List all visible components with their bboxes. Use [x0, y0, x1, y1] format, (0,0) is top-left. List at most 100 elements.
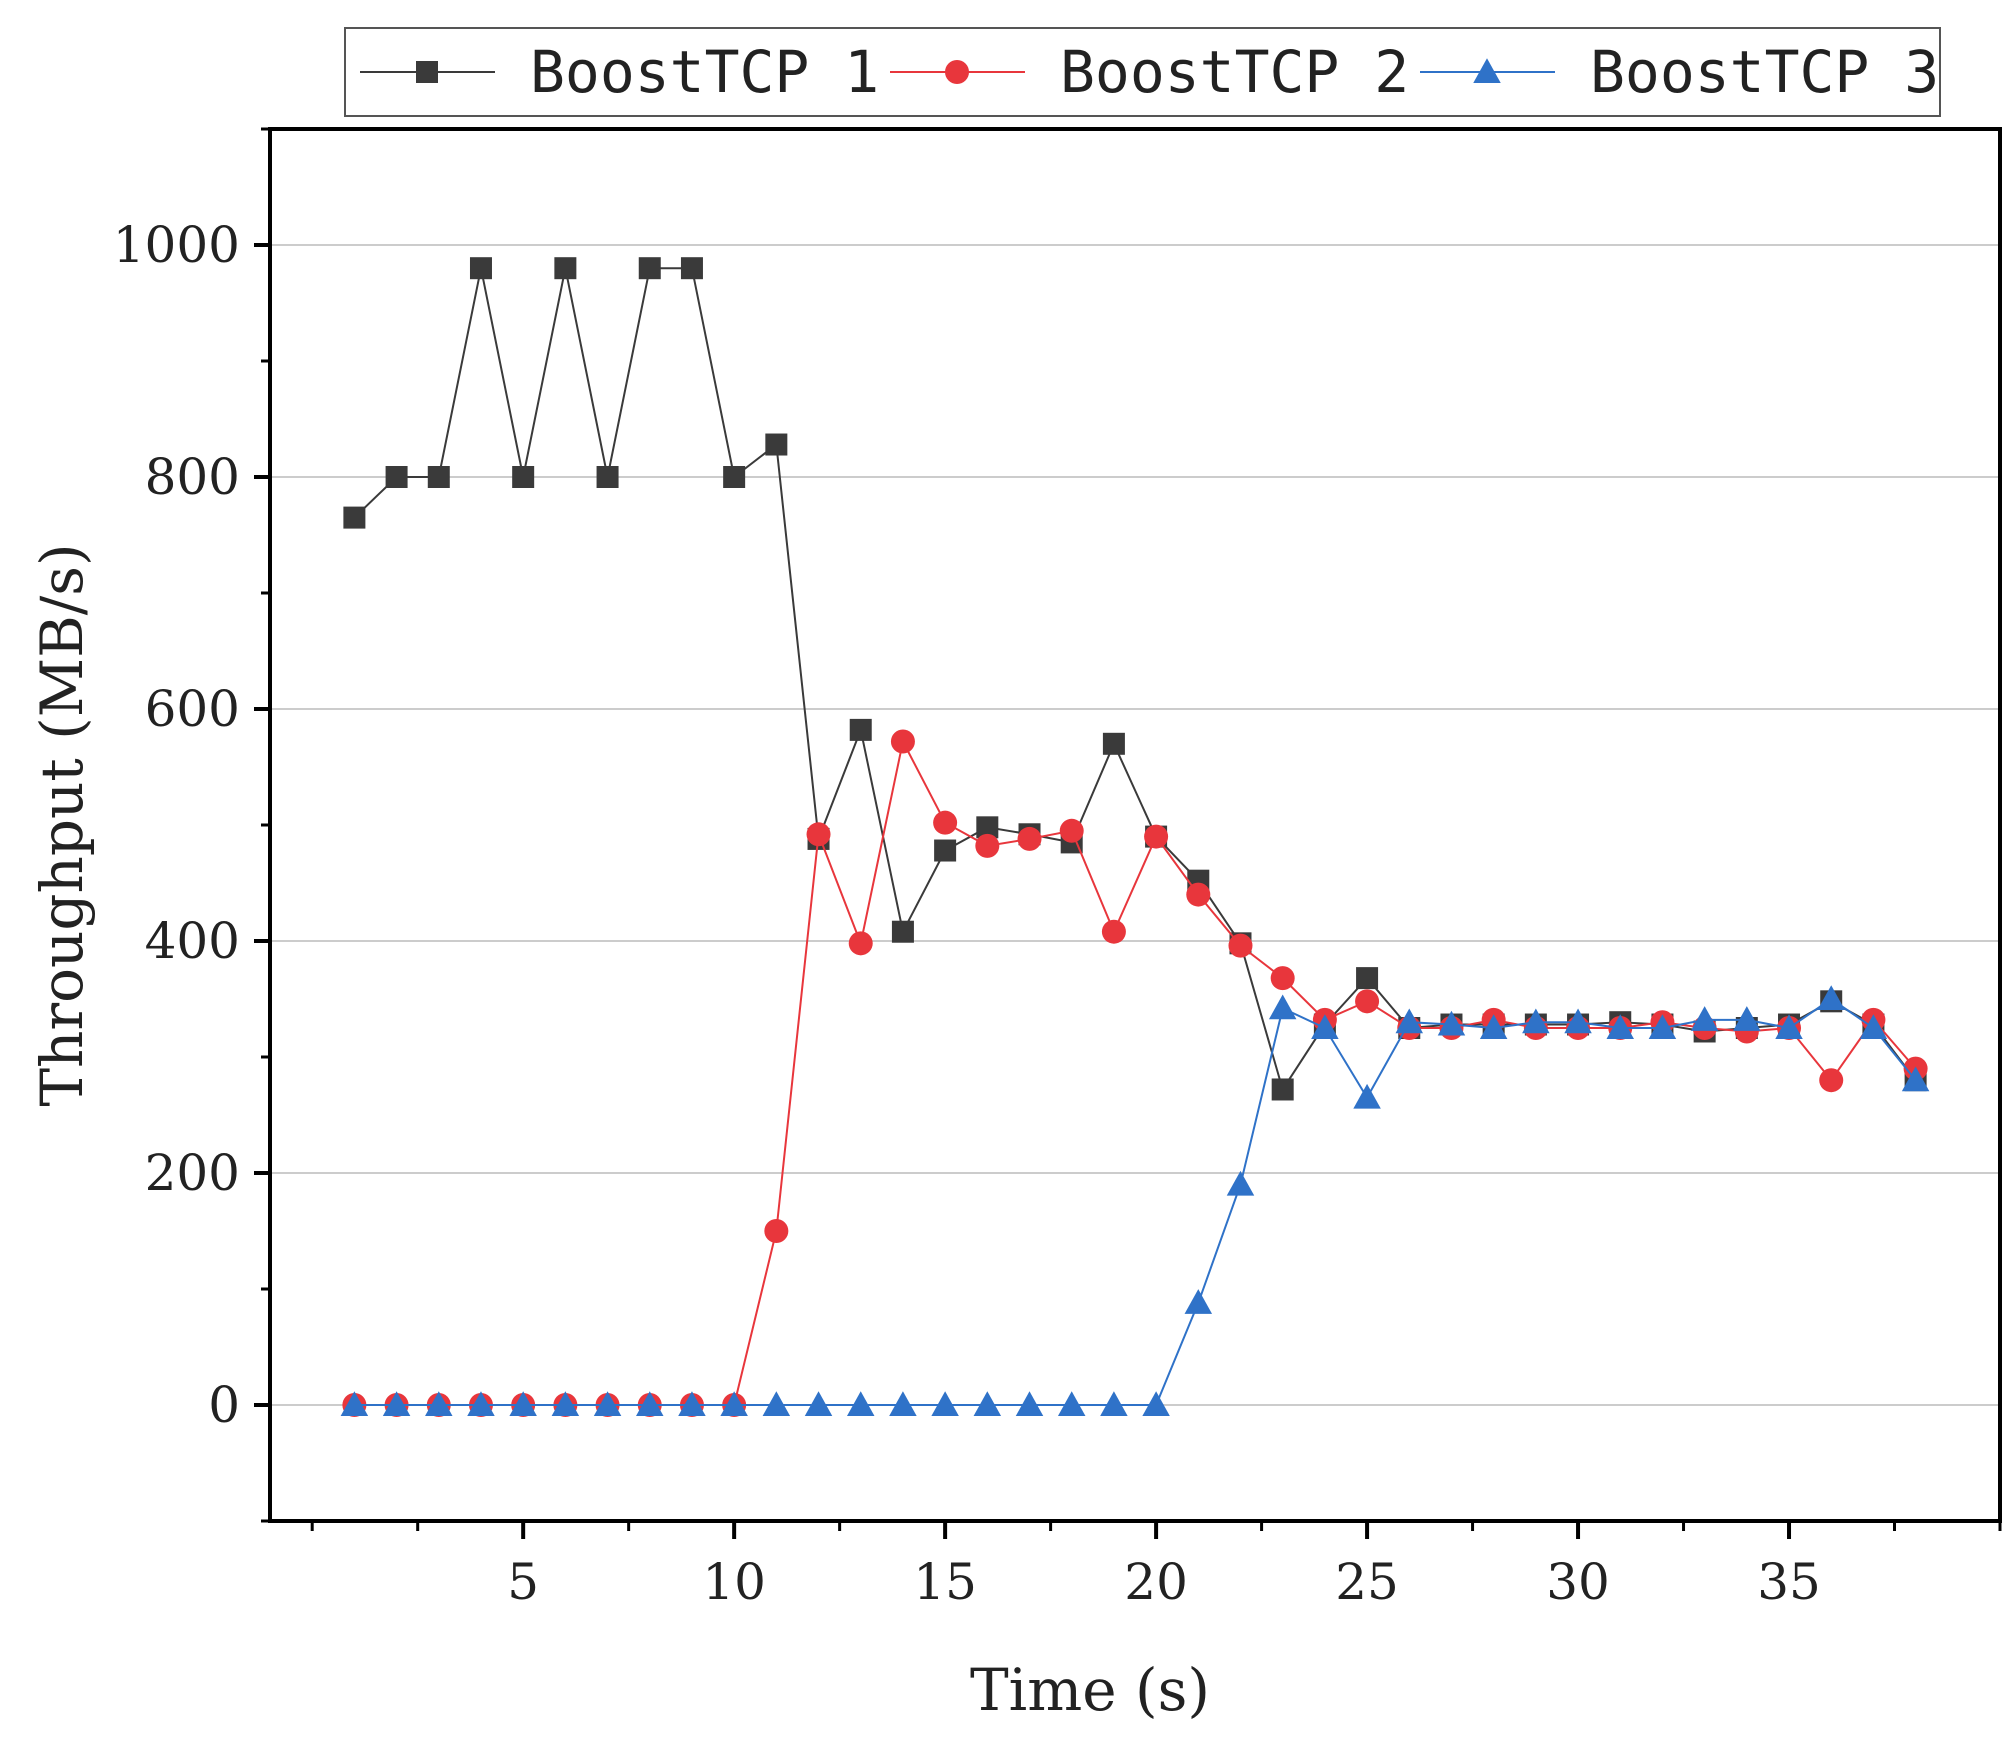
x-tick-label: 25 — [1335, 1553, 1399, 1611]
data-point — [1311, 1014, 1339, 1039]
data-point — [934, 839, 957, 862]
data-point — [976, 816, 999, 839]
data-point — [1648, 1014, 1677, 1039]
data-point — [1775, 1014, 1803, 1039]
y-tick-label: 800 — [145, 448, 240, 506]
data-point — [762, 1391, 791, 1416]
data-point — [1271, 1078, 1294, 1101]
legend-label: BoostTCP 3 — [1590, 38, 1939, 106]
data-point — [890, 729, 915, 754]
tick-labels: 0 200 400 600 800 1000 5 10 15 20 25 30 35 — [113, 216, 1821, 1611]
legend-items: BoostTCP 1 BoostTCP 2 BoostTCP 3 — [360, 38, 1939, 106]
y-tick-label: 400 — [145, 912, 240, 970]
data-point — [1606, 1014, 1634, 1039]
data-point — [638, 257, 661, 280]
data-point — [1564, 1008, 1592, 1034]
legend-item-3: BoostTCP 3 — [1420, 38, 1939, 106]
x-tick-label: 10 — [702, 1553, 766, 1611]
grid-lines — [270, 244, 2000, 1406]
y-axis-title: Throughput (MB/s) — [28, 543, 96, 1106]
data-point — [636, 1391, 664, 1416]
data-point — [427, 466, 450, 488]
data-point — [975, 833, 1000, 858]
data-point — [765, 433, 788, 456]
data-point — [1859, 1014, 1888, 1039]
data-point — [469, 257, 492, 280]
legend-item-2: BoostTCP 2 — [890, 38, 1409, 106]
data-point — [1268, 994, 1297, 1020]
data-point — [1819, 1068, 1844, 1093]
data-point — [340, 1391, 369, 1416]
legend: BoostTCP 1 BoostTCP 2 BoostTCP 3 — [344, 27, 1941, 117]
data-point — [1522, 1008, 1550, 1034]
x-axis-title: Time (s) — [970, 1656, 1210, 1724]
data-point — [720, 1391, 748, 1416]
x-tick-label: 30 — [1546, 1553, 1610, 1611]
data-point — [1353, 1083, 1381, 1109]
data-point — [1733, 1006, 1761, 1031]
data-point — [1270, 966, 1295, 991]
data-point — [806, 822, 831, 847]
data-point — [1017, 826, 1042, 851]
data-point — [1817, 985, 1845, 1010]
y-tick-label: 1000 — [113, 216, 240, 274]
y-tick-label: 200 — [145, 1144, 240, 1202]
legend-marker — [945, 60, 969, 84]
data-point — [554, 257, 577, 280]
data-point — [509, 1391, 537, 1416]
data-point — [593, 1391, 622, 1416]
data-point — [1437, 1010, 1466, 1036]
data-point — [848, 931, 873, 956]
legend-box — [344, 27, 1941, 117]
data-point — [1101, 919, 1126, 944]
data-point — [889, 1391, 917, 1416]
data-point — [891, 920, 914, 943]
data-point — [1479, 1014, 1508, 1039]
data-point — [343, 506, 366, 529]
data-point — [849, 718, 872, 741]
data-point — [1059, 818, 1084, 843]
data-series — [340, 257, 1930, 1417]
data-point — [678, 1391, 706, 1416]
data-point — [1100, 1391, 1128, 1416]
data-point — [1690, 1006, 1719, 1031]
data-point — [680, 257, 703, 280]
data-point — [1356, 967, 1379, 990]
x-tick-label: 5 — [507, 1553, 539, 1611]
data-point — [385, 466, 408, 488]
legend-label: BoostTCP 1 — [530, 38, 879, 106]
x-tick-label: 20 — [1124, 1553, 1188, 1611]
data-point — [723, 466, 746, 488]
data-point — [1355, 989, 1380, 1014]
data-point — [764, 1219, 789, 1243]
series-3 — [340, 985, 1930, 1416]
data-point — [1142, 1391, 1170, 1416]
data-point — [1228, 933, 1253, 958]
data-point — [1144, 824, 1169, 849]
data-point — [1057, 1391, 1086, 1416]
data-point — [804, 1391, 833, 1416]
data-point — [1015, 1391, 1044, 1416]
data-point — [596, 466, 619, 488]
data-point — [1226, 1170, 1255, 1196]
legend-item-1: BoostTCP 1 — [360, 38, 879, 106]
data-point — [846, 1391, 875, 1416]
data-point — [551, 1391, 580, 1416]
data-point — [1901, 1066, 1930, 1092]
data-point — [382, 1391, 411, 1416]
data-point — [512, 466, 535, 488]
data-point — [933, 810, 958, 835]
data-point — [1184, 1289, 1213, 1314]
data-point — [467, 1391, 495, 1416]
legend-marker — [1473, 58, 1501, 83]
x-tick-label: 35 — [1757, 1553, 1821, 1611]
legend-marker — [416, 61, 438, 83]
data-point — [425, 1391, 453, 1416]
x-tick-label: 15 — [913, 1553, 977, 1611]
data-point — [973, 1391, 1002, 1416]
y-tick-label: 0 — [208, 1376, 240, 1434]
data-point — [931, 1391, 959, 1416]
y-tick-label: 600 — [145, 680, 240, 738]
